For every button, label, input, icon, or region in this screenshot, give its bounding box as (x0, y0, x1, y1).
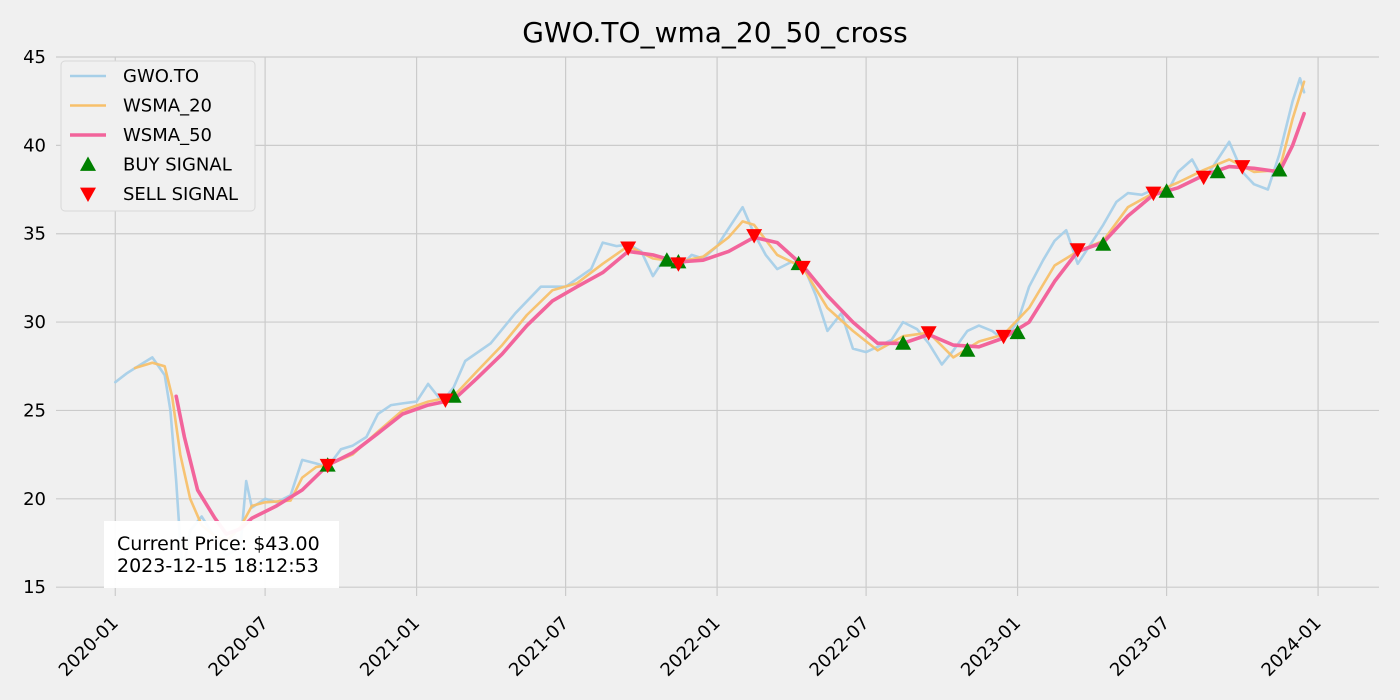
buy-signal-marker (1271, 162, 1288, 177)
buy-signal-marker (1009, 324, 1026, 340)
buy-signal-marker (1158, 183, 1175, 198)
series-line-wsma50 (174, 111, 1306, 536)
sell-signal-marker (995, 329, 1012, 345)
legend-box (60, 60, 256, 212)
sell-signal-marker (670, 257, 687, 272)
legend-label: WSMA_50 (123, 125, 212, 146)
legend-sell-marker (80, 187, 96, 202)
legend-label: SELL SIGNAL (123, 184, 238, 205)
sell-signal-marker (620, 241, 637, 256)
annotation-timestamp: 2023-12-15 18:12:53 (117, 555, 319, 577)
legend: GWO.TO WSMA_20 WSMA_50 BUY SIGNAL SELL SIGNA… (60, 60, 256, 212)
buy-signal-marker (1095, 236, 1112, 251)
y-tick-label: 15 (23, 577, 46, 598)
y-tick-label: 40 (23, 135, 46, 156)
y-tick-label: 30 (23, 312, 46, 333)
legend-label: WSMA_20 (123, 96, 212, 117)
buy-signal-marker (1209, 163, 1226, 179)
y-tick-label: 20 (23, 489, 46, 510)
sell-signal-marker (1234, 160, 1251, 175)
sell-signal-marker (1069, 243, 1086, 258)
sell-signal-marker (920, 326, 937, 341)
sell-signal-marker (1145, 186, 1162, 202)
y-tick-label: 25 (23, 400, 46, 421)
buy-signal-marker (959, 342, 976, 357)
legend-label: GWO.TO (123, 66, 199, 87)
annotation-box (104, 521, 339, 588)
legend-buy-marker (80, 156, 96, 171)
annotation-current-price: Current Price: $43.00 (117, 533, 320, 555)
signal-markers (319, 160, 1288, 474)
legend-label: BUY SIGNAL (123, 155, 232, 176)
buy-signal-marker (658, 252, 675, 267)
sell-signal-marker (1195, 170, 1212, 186)
sell-signal-marker (319, 458, 336, 474)
price-annotation: Current Price: $43.00 2023-12-15 18:12:5… (104, 521, 339, 588)
buy-signal-marker (895, 335, 912, 350)
series-lines (114, 76, 1306, 575)
sell-signal-marker (437, 393, 454, 408)
y-tick-label: 35 (23, 224, 46, 245)
sell-signal-marker (794, 260, 811, 276)
chart-title: GWO.TO_wma_20_50_cross (522, 16, 908, 49)
series-line-price (114, 76, 1306, 575)
y-tick-label: 45 (23, 47, 46, 68)
sell-signal-marker (746, 229, 763, 244)
